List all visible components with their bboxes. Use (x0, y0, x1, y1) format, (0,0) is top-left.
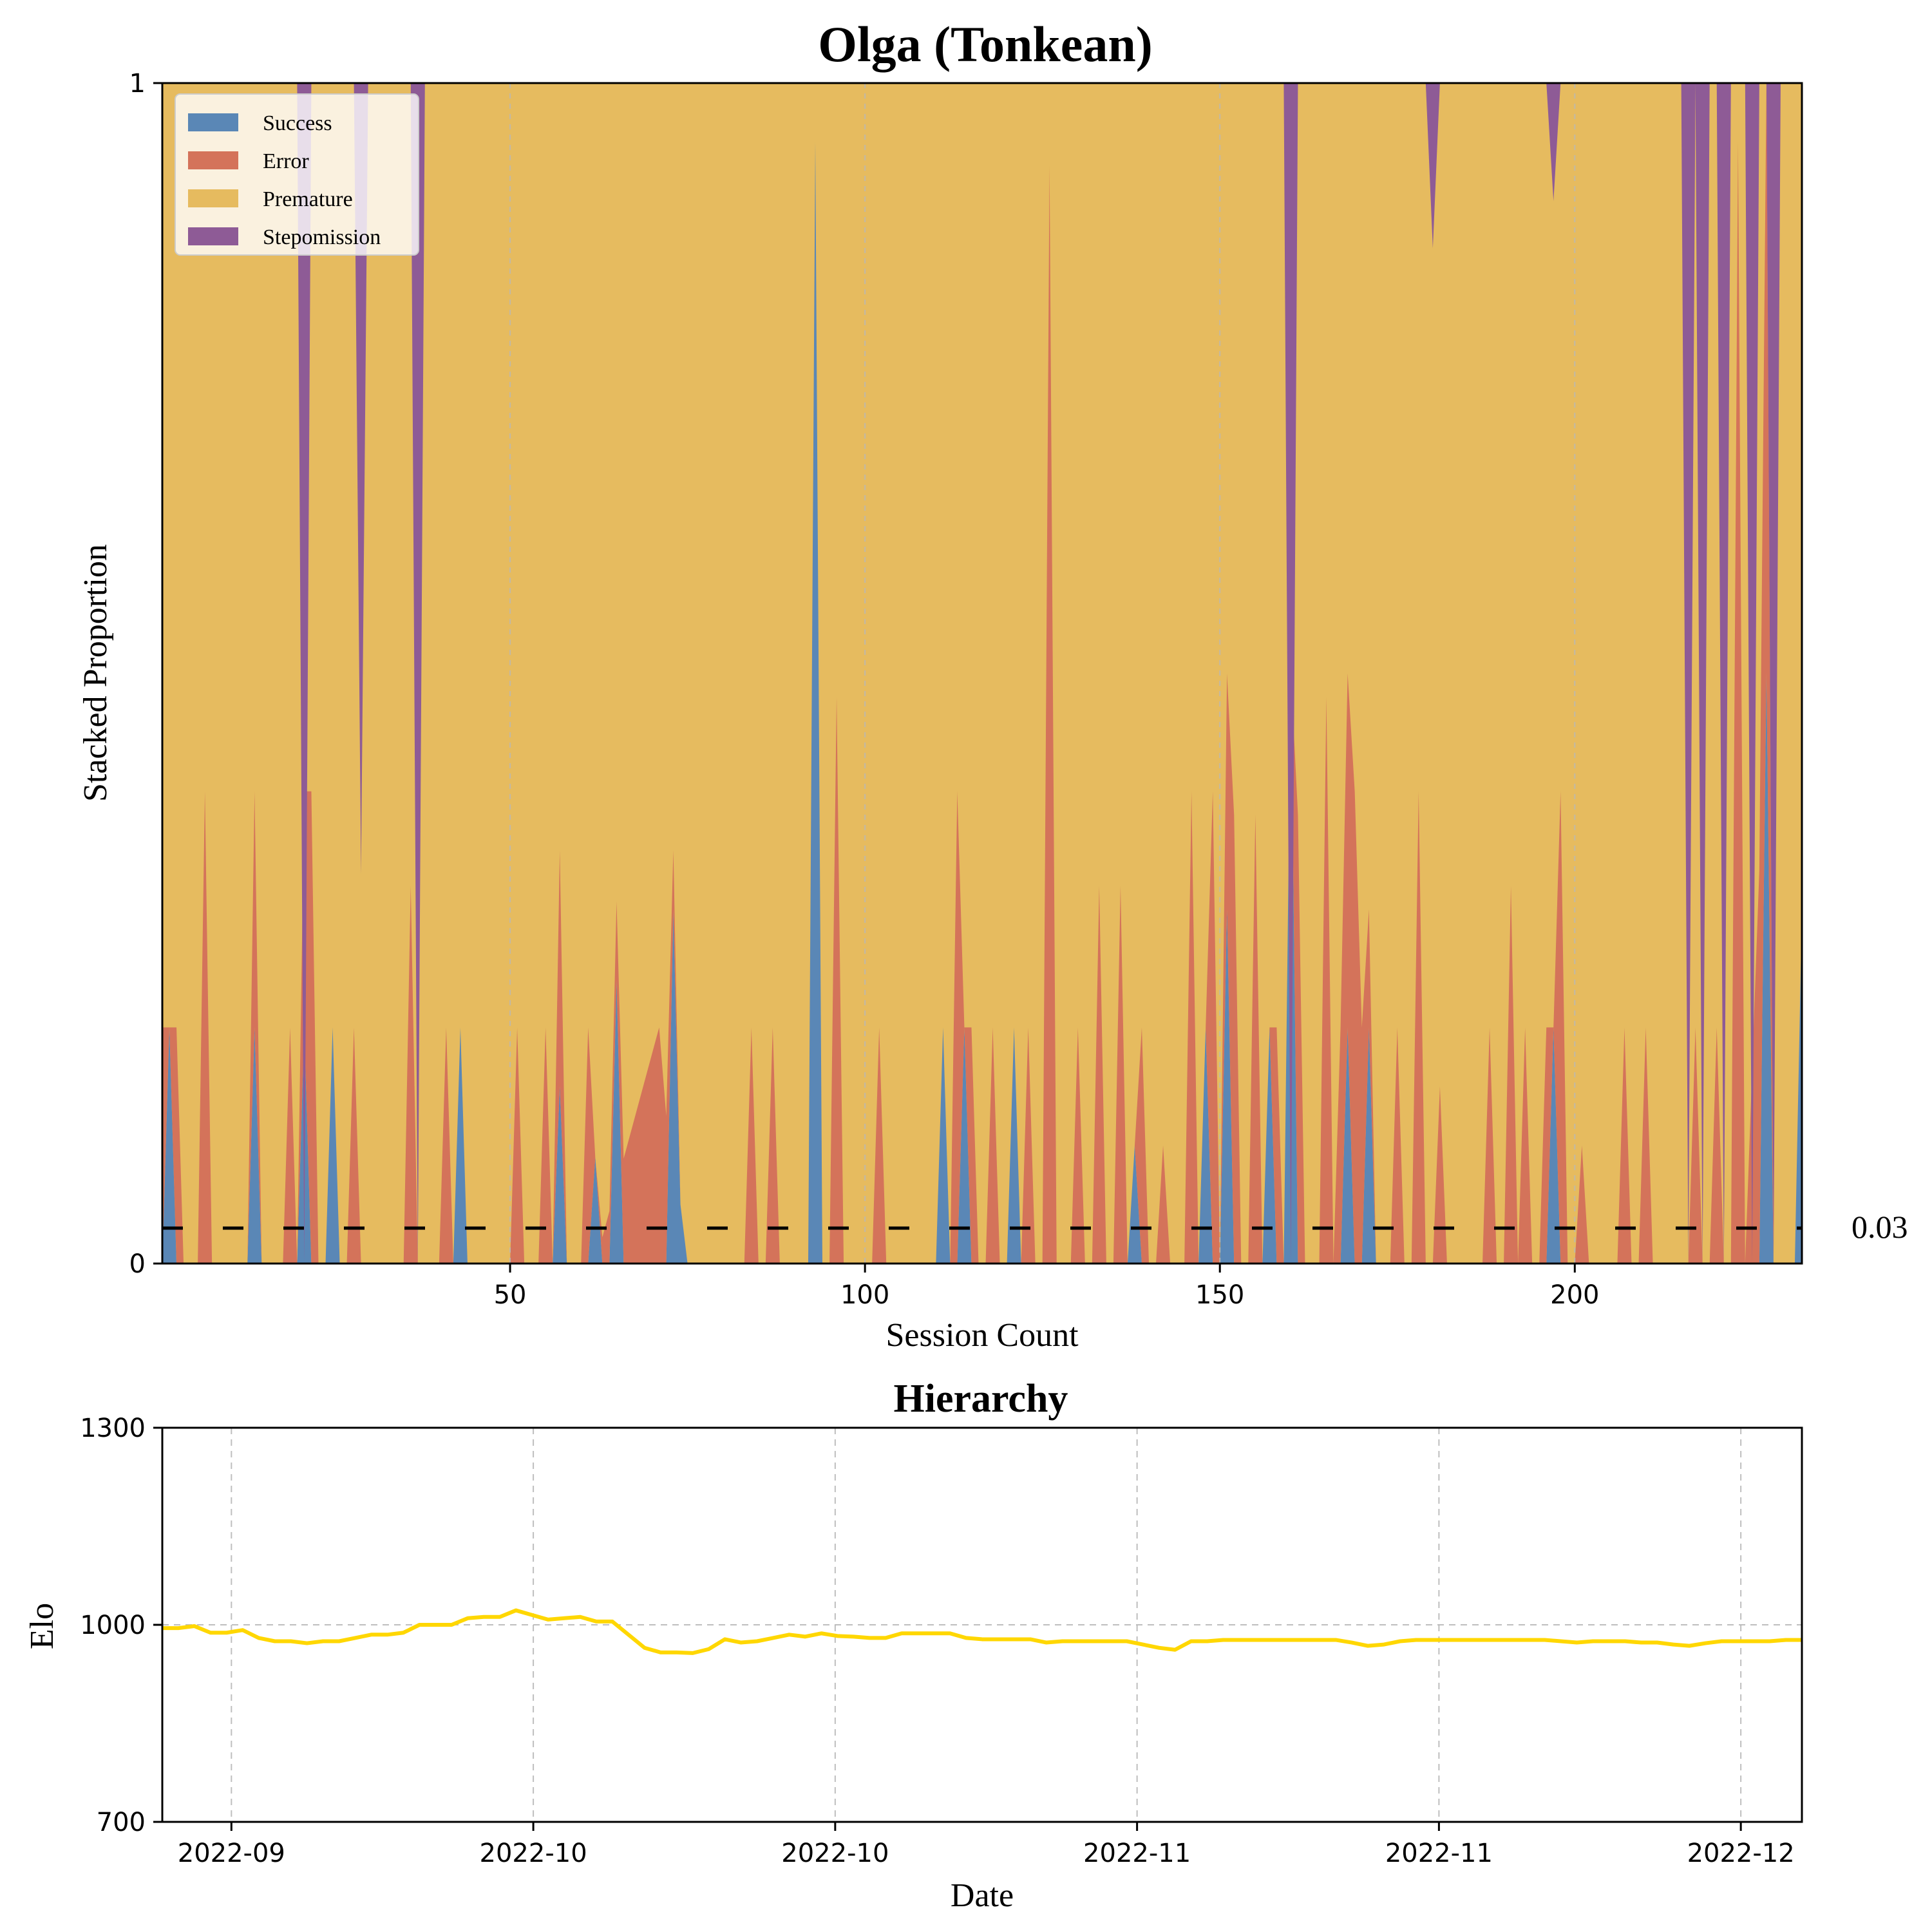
bottom-x-ticks: 2022-09 2022-10 2022-10 2022-11 2022-11 2022-… (178, 1822, 1795, 1868)
bottom-chart: Hierarchy 2022-09 2022-10 2022-10 2022-11 20… (24, 1377, 1803, 1914)
top-y-tick-label: 0 (129, 1249, 146, 1279)
bottom-x-tick-label: 2022-10 (480, 1839, 587, 1868)
top-x-ticks: 50 100 150 200 (494, 1264, 1599, 1310)
legend-label-premature: Premature (263, 187, 353, 211)
bottom-chart-title: Hierarchy (894, 1377, 1068, 1421)
top-x-axis-label: Session Count (886, 1317, 1079, 1354)
bottom-y-axis-label: Elo (24, 1603, 61, 1649)
area-premature (162, 83, 1802, 1264)
bottom-x-tick-label: 2022-10 (781, 1839, 889, 1868)
legend-swatch-stepomission (188, 227, 238, 245)
threshold-label: 0.03 (1852, 1209, 1908, 1245)
legend-label-success: Success (263, 111, 332, 135)
bottom-y-ticks: 700 1000 1300 (80, 1414, 162, 1837)
bottom-y-tick-label: 1300 (80, 1414, 146, 1443)
top-x-tick-label: 50 (494, 1280, 527, 1310)
bottom-grid (162, 1427, 1802, 1823)
top-plot-area (162, 83, 1802, 1264)
bottom-y-tick-label: 700 (97, 1808, 146, 1837)
top-chart: Olga (Tonkean) 50 100 150 200 01 Session Co… (77, 16, 1908, 1354)
legend-label-error: Error (263, 149, 309, 173)
top-y-ticks: 01 (129, 69, 162, 1279)
top-chart-title: Olga (Tonkean) (818, 16, 1152, 72)
top-plot-frame (161, 82, 1803, 1265)
legend-swatch-success (188, 113, 238, 131)
bottom-x-axis-label: Date (951, 1877, 1014, 1914)
legend-label-stepomission: Stepomission (263, 225, 381, 249)
top-y-tick-label: 1 (129, 69, 146, 99)
bottom-y-tick-label: 1000 (80, 1611, 146, 1640)
top-y-axis-label: Stacked Proportion (77, 544, 114, 802)
legend-swatch-premature (188, 189, 238, 207)
top-x-tick-label: 150 (1195, 1280, 1244, 1310)
legend-box (175, 93, 419, 256)
bottom-x-tick-label: 2022-11 (1083, 1839, 1191, 1868)
top-x-tick-label: 100 (840, 1280, 889, 1310)
elo-line (162, 1608, 1802, 1655)
bottom-x-tick-label: 2022-09 (178, 1839, 285, 1868)
top-grid (509, 83, 1576, 1264)
legend: Success Error Premature Stepomission (175, 93, 419, 256)
legend-swatch-error (188, 151, 238, 169)
bottom-plot-area (162, 1608, 1802, 1655)
bottom-x-tick-label: 2022-11 (1385, 1839, 1493, 1868)
top-x-tick-label: 200 (1550, 1280, 1599, 1310)
bottom-x-tick-label: 2022-12 (1687, 1839, 1795, 1868)
